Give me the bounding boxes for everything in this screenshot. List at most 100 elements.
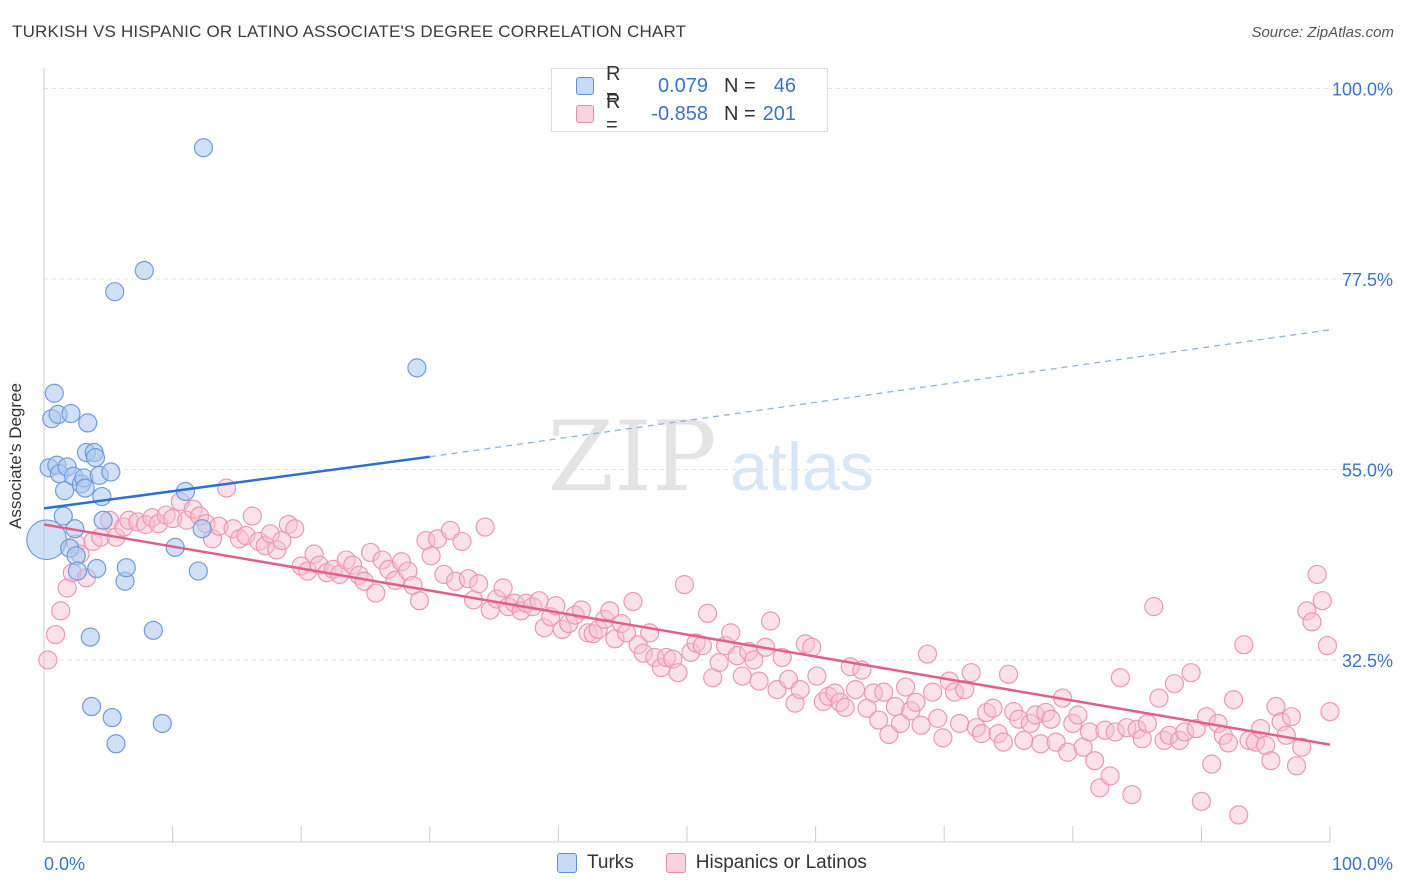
turks-point <box>75 478 95 498</box>
series-legend: Turks Hispanics or Latinos <box>557 852 899 874</box>
turks-point <box>102 707 122 728</box>
hispanic-point <box>983 698 1003 718</box>
tick-labels: 100.0% 77.5% 55.0% 32.5% 0.0% 100.0% <box>44 79 1393 874</box>
hispanic-point <box>656 647 677 668</box>
hispanic-point <box>950 713 970 734</box>
turks-point <box>407 358 427 378</box>
legend-n-label: N = <box>724 74 756 97</box>
turks-legend-swatch <box>557 853 577 873</box>
hispanic-legend-label: Hispanics or Latinos <box>695 852 867 873</box>
chart-title: TURKISH VS HISPANIC OR LATINO ASSOCIATE'… <box>12 22 687 41</box>
legend-item-turks: Turks <box>557 852 634 874</box>
hispanic-point <box>802 637 822 657</box>
turks-point <box>54 481 75 501</box>
hispanic-point <box>1191 791 1212 811</box>
hispanic-point <box>732 666 752 686</box>
hispanic-point <box>911 715 931 735</box>
hispanic-point <box>51 601 71 621</box>
x-tick-label: 0.0% <box>44 854 85 874</box>
hispanic-point <box>1154 730 1174 751</box>
hispanic-point <box>923 682 943 702</box>
hispanic-point <box>1281 707 1302 727</box>
hispanic-point <box>600 601 620 621</box>
hispanic-point <box>928 708 948 728</box>
hispanic-point <box>668 663 688 683</box>
hispanic-point <box>1196 707 1217 727</box>
hispanic-point <box>475 517 495 537</box>
hispanic-point <box>1320 702 1340 722</box>
hispanic-point <box>890 713 911 734</box>
turks-points <box>26 138 427 754</box>
turks-n-value: 46 <box>773 74 796 97</box>
hispanic-point <box>874 682 894 702</box>
trendlines <box>43 329 1331 746</box>
hispanic-trendline <box>43 523 1331 746</box>
axes <box>43 68 1331 843</box>
hispanic-point <box>971 724 992 744</box>
turks-point <box>87 558 107 579</box>
hispanic-point <box>469 574 489 594</box>
turks-trendline <box>43 455 430 510</box>
turks-point <box>193 138 214 158</box>
legend-n-label: N = <box>724 102 756 125</box>
turks-point <box>92 486 112 507</box>
hispanic-point <box>830 692 850 712</box>
hispanic-point <box>623 591 643 612</box>
y-axis-label: Associate's Degree <box>6 383 25 529</box>
hispanic-point <box>361 542 381 563</box>
watermark-zip: ZIP <box>547 401 716 513</box>
watermark-atlas: atlas <box>730 429 874 505</box>
hispanic-swatch <box>576 105 594 123</box>
hispanic-point <box>1181 663 1201 683</box>
hispanic-point <box>1068 705 1088 725</box>
hispanic-point <box>906 692 926 712</box>
watermark: ZIP atlas <box>547 401 873 513</box>
hispanic-point <box>1317 635 1338 656</box>
hispanic-point <box>343 555 363 575</box>
hispanic-point <box>869 710 889 730</box>
hispanic-point <box>163 508 183 529</box>
hispanic-point <box>1286 756 1307 776</box>
turks-point <box>101 462 121 482</box>
hispanic-point <box>242 506 262 526</box>
turks-point <box>116 558 136 578</box>
hispanic-point <box>845 679 866 700</box>
hispanic-point <box>1266 696 1286 717</box>
turks-point <box>143 620 163 640</box>
hispanic-point <box>267 540 287 560</box>
hispanic-point <box>1110 668 1130 688</box>
hispanic-point <box>128 512 148 532</box>
turks-point <box>134 260 154 281</box>
hispanic-point <box>391 552 412 572</box>
hispanic-point <box>961 663 981 683</box>
turks-point <box>192 519 212 539</box>
hispanic-point <box>955 679 975 700</box>
hispanic-point <box>1058 742 1078 762</box>
turks-point <box>106 734 126 754</box>
hispanic-point <box>1105 722 1125 742</box>
hispanic-point <box>452 531 472 552</box>
turks-point <box>81 696 102 717</box>
y-tick-label: 100.0% <box>1332 79 1393 99</box>
hispanic-point <box>1302 612 1322 632</box>
turks-swatch <box>576 77 594 95</box>
legend-r-label: R = <box>606 63 621 108</box>
hispanic-point <box>790 679 810 700</box>
hispanic-r-value: -0.858 <box>651 102 708 125</box>
hispanic-point <box>1159 725 1179 745</box>
turks-point <box>93 510 113 530</box>
hispanic-point <box>1312 591 1332 611</box>
hispanic-point <box>633 643 653 663</box>
hispanic-point <box>749 671 769 691</box>
hispanic-point <box>1085 751 1105 771</box>
x-tick-label: 100.0% <box>1332 854 1393 874</box>
hispanic-point <box>1041 709 1061 729</box>
stats-legend: R = 0.079 N = 46 R = -0.858 N = 201 <box>551 63 828 136</box>
turks-point <box>44 383 64 403</box>
hispanic-point <box>1261 751 1281 771</box>
y-tick-label: 32.5% <box>1342 651 1393 671</box>
hispanic-point <box>336 550 356 570</box>
hispanic-point <box>744 650 764 670</box>
hispanic-point <box>1127 719 1147 739</box>
